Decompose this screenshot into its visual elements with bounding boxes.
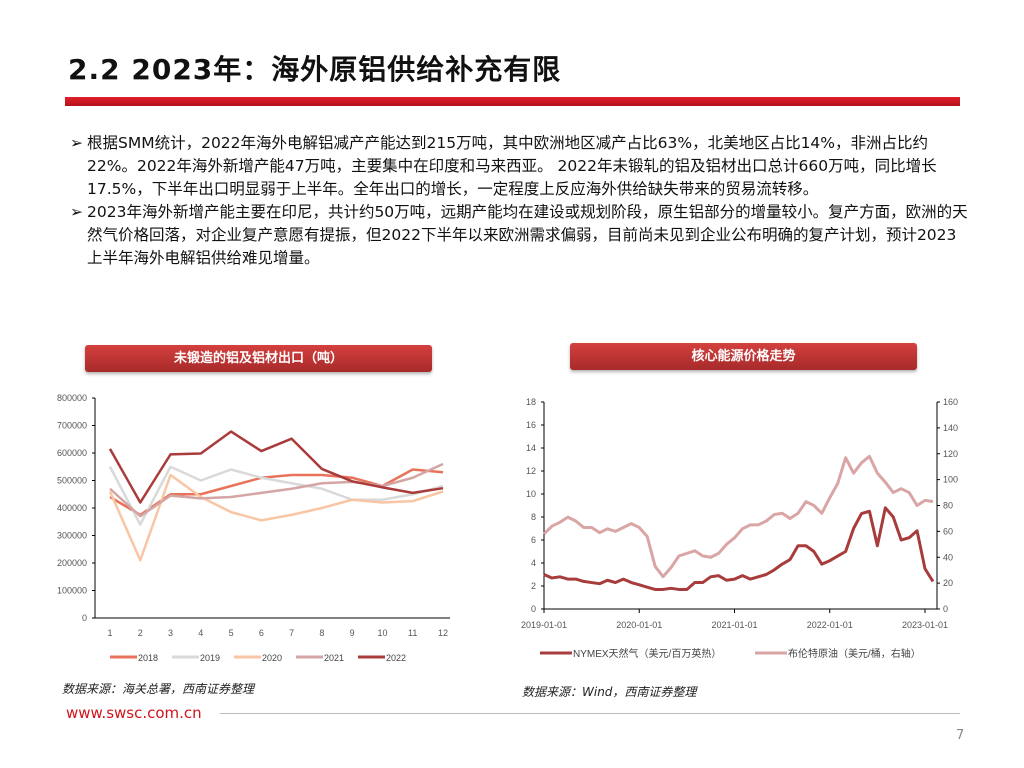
- left-y-tick-label: 8: [531, 512, 536, 522]
- x-tick-label: 2023-01-01: [902, 620, 948, 630]
- legend-label: NYMEX天然气（美元/百万英热）: [573, 647, 721, 660]
- title-divider: [65, 97, 960, 106]
- bullet-item: ➢ 2023年海外新增产能主要在印尼，共计约50万吨，远期产能均在建设或规划阶段，…: [70, 201, 970, 270]
- y-tick-label: 300000: [57, 531, 87, 541]
- left-y-tick-label: 12: [526, 466, 536, 476]
- right-y-tick-label: 80: [943, 501, 953, 511]
- x-tick-label: 2022-01-01: [807, 620, 853, 630]
- right-y-tick-label: 60: [943, 526, 953, 536]
- legend-label: 2019: [200, 653, 220, 663]
- page-number: 7: [956, 728, 965, 743]
- y-tick-label: 100000: [57, 586, 87, 596]
- x-tick-label: 2: [138, 628, 143, 638]
- x-tick-label: 10: [377, 628, 387, 638]
- x-tick-label: 11: [408, 628, 417, 638]
- left-y-tick-label: 0: [531, 604, 536, 614]
- arrow-bullet-icon: ➢: [70, 134, 83, 152]
- left-y-tick-label: 4: [531, 558, 536, 568]
- series-line: [542, 454, 934, 579]
- y-tick-label: 700000: [57, 421, 87, 431]
- x-tick-label: 6: [259, 628, 264, 638]
- right-y-tick-label: 0: [943, 604, 948, 614]
- right-y-tick-label: 20: [943, 578, 953, 588]
- y-tick-label: 600000: [57, 448, 87, 458]
- bullet-text: 根据SMM统计，2022年海外电解铝减产产能达到215万吨，其中欧洲地区减产占比…: [87, 134, 937, 198]
- legend-label: 2018: [138, 653, 158, 663]
- left-y-tick-label: 16: [526, 420, 536, 430]
- left-y-tick-label: 2: [531, 581, 536, 591]
- right-source: 数据来源：Wind，西南证券整理: [522, 685, 697, 699]
- right-y-tick-label: 100: [943, 475, 958, 485]
- x-tick-label: 8: [319, 628, 324, 638]
- x-tick-label: 9: [350, 628, 355, 638]
- series-line-2019: [108, 465, 444, 526]
- right-y-tick-label: 140: [943, 423, 958, 433]
- legend-label: 2022: [386, 653, 406, 663]
- right-y-tick-label: 40: [943, 552, 953, 562]
- y-tick-label: 500000: [57, 476, 87, 486]
- x-tick-label: 7: [289, 628, 294, 638]
- x-tick-label: 2019-01-01: [521, 620, 567, 630]
- x-tick-label: 1: [107, 628, 112, 638]
- series-line-2022: [108, 430, 444, 504]
- right-y-tick-label: 120: [943, 449, 958, 459]
- left-source: 数据来源：海关总署，西南证券整理: [62, 682, 255, 696]
- right-y-tick-label: 160: [943, 397, 958, 407]
- left-y-tick-label: 10: [526, 489, 536, 499]
- page-title: 2.2 2023年：海外原铝供给补充有限: [68, 53, 562, 86]
- y-tick-label: 0: [82, 613, 87, 623]
- bullet-item: ➢ 根据SMM统计，2022年海外电解铝减产产能达到215万吨，其中欧洲地区减产占…: [70, 132, 970, 201]
- y-tick-label: 800000: [57, 393, 87, 403]
- legend-label: 2021: [324, 653, 344, 663]
- series-line: [543, 506, 935, 591]
- right-chart-heading: 核心能源价格走势: [570, 343, 917, 370]
- y-tick-label: 200000: [57, 558, 87, 568]
- bullet-list: ➢ 根据SMM统计，2022年海外电解铝减产产能达到215万吨，其中欧洲地区减产占…: [70, 132, 970, 270]
- x-tick-label: 4: [198, 628, 203, 638]
- x-tick-label: 3: [168, 628, 173, 638]
- series-line-2021: [109, 462, 444, 518]
- x-tick-label: 2021-01-01: [711, 620, 757, 630]
- left-y-tick-label: 18: [526, 397, 536, 407]
- left-y-tick-label: 6: [531, 535, 536, 545]
- x-tick-label: 5: [229, 628, 234, 638]
- arrow-bullet-icon: ➢: [70, 203, 83, 221]
- x-tick-label: 2020-01-01: [616, 620, 662, 630]
- series-line-2020: [108, 473, 444, 562]
- legend-label: 2020: [262, 653, 282, 663]
- y-tick-label: 400000: [57, 503, 87, 513]
- legend-label: 布伦特原油（美元/桶，右轴）: [788, 647, 921, 660]
- left-chart-heading: 未锻造的铝及铝材出口（吨）: [85, 345, 432, 372]
- footer-divider: [220, 713, 960, 714]
- bullet-text: 2023年海外新增产能主要在印尼，共计约50万吨，远期产能均在建设或规划阶段，原…: [87, 203, 968, 267]
- footer-url[interactable]: www.swsc.com.cn: [66, 704, 202, 722]
- left-y-tick-label: 14: [526, 443, 536, 453]
- x-tick-label: 12: [438, 628, 448, 638]
